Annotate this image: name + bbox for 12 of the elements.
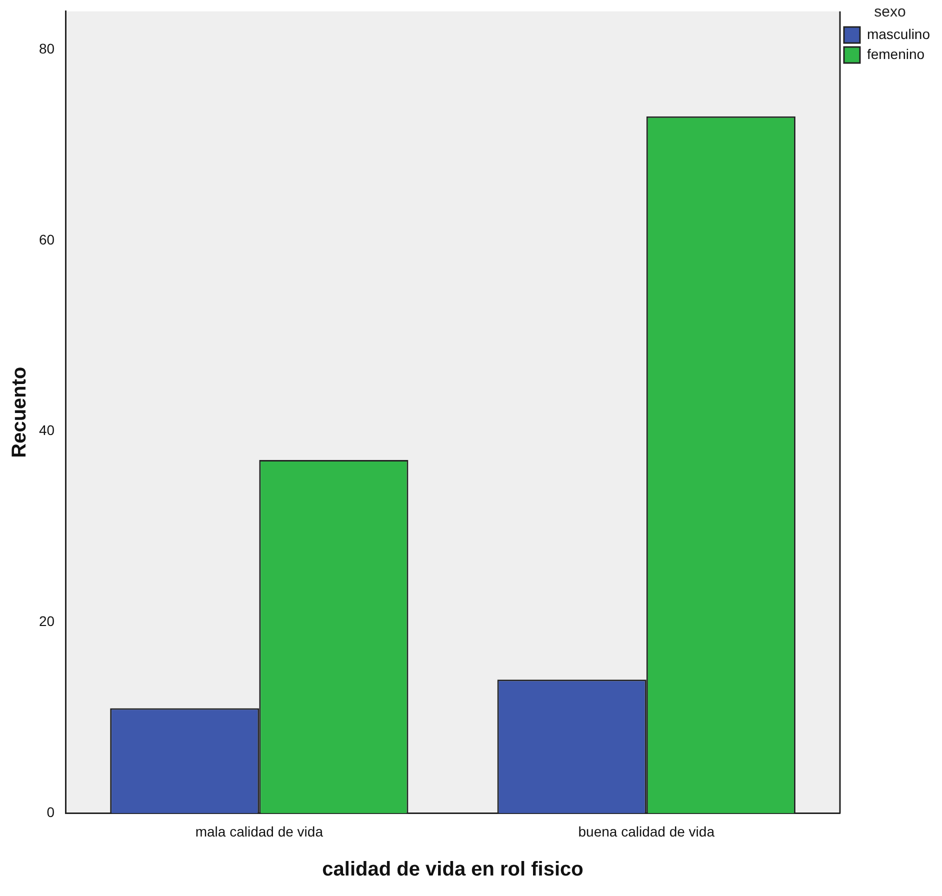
y-tick-label: 0: [46, 804, 55, 820]
x-axis-title: calidad de vida en rol fisico: [322, 858, 584, 881]
legend-title: sexo: [874, 4, 906, 21]
x-tick-label: buena calidad de vida: [578, 823, 715, 840]
y-tick-label: 20: [38, 613, 55, 630]
y-tick-label: 60: [38, 231, 55, 248]
y-axis-title: Recuento: [8, 366, 31, 458]
y-tick-label: 40: [38, 422, 55, 438]
x-tick-label: mala calidad de vida: [195, 823, 324, 840]
y-tick-label: 80: [38, 40, 55, 56]
legend-label: masculino: [866, 26, 930, 42]
legend-label: femenino: [866, 46, 925, 62]
